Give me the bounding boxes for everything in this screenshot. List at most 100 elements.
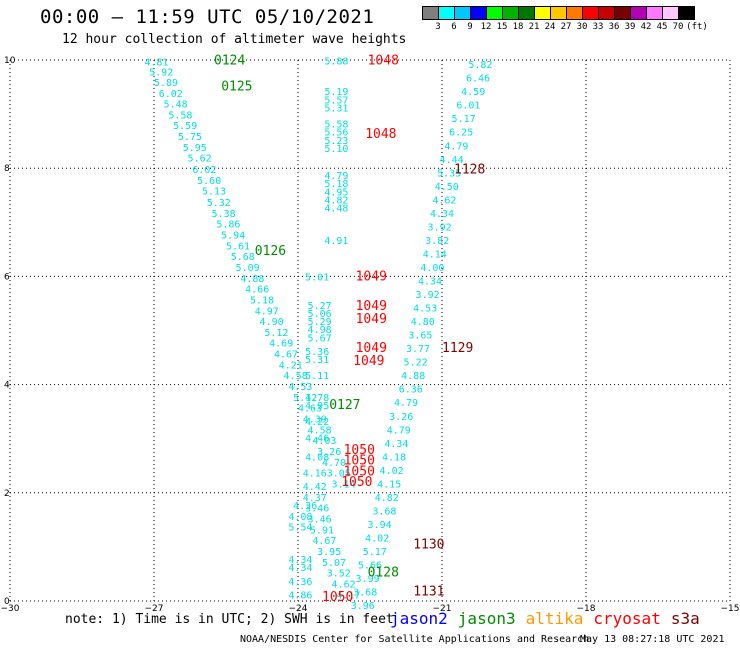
- colorbar-label: 3: [435, 22, 441, 32]
- wave-height-value: 4.80: [411, 317, 435, 328]
- track-label: 0126: [255, 244, 286, 259]
- colorbar-label: 6: [451, 22, 457, 32]
- wave-height-value: 5.61: [226, 241, 250, 252]
- colorbar-label: 27: [560, 22, 572, 32]
- colorbar-label: 12: [480, 22, 492, 32]
- footer-credit: NOAA/NESDIS Center for Satellite Applica…: [240, 634, 590, 645]
- wave-height-value: 3.77: [406, 344, 430, 355]
- wave-height-value: 4.39: [303, 414, 327, 425]
- wave-height-value: 4.67: [274, 350, 298, 361]
- wave-height-value: 4.58: [308, 425, 332, 436]
- wave-height-value: 4.53: [288, 382, 312, 393]
- wave-height-value: 4.08: [288, 512, 312, 523]
- wave-height-value: 5.13: [202, 187, 226, 198]
- track-label: 0124: [214, 53, 245, 68]
- chart-subtitle: 12 hour collection of altimeter wave hei…: [62, 32, 407, 47]
- wave-height-value: 5.17: [452, 114, 476, 125]
- x-tick-label: −30: [1, 604, 20, 612]
- colorbar: [422, 6, 695, 20]
- footer-timestamp: May 13 08:27:18 UTC 2021: [580, 634, 725, 645]
- wave-height-value: 4.81: [144, 57, 168, 68]
- wave-height-value: 4.59: [461, 87, 485, 98]
- wave-height-value: 5.31: [305, 355, 329, 366]
- wave-height-value: 4.36: [288, 577, 312, 588]
- track-label: 1129: [442, 341, 473, 356]
- wave-height-value: 4.98: [308, 325, 332, 336]
- colorbar-label: 15: [496, 22, 508, 32]
- wave-height-value: 4.00: [420, 263, 444, 274]
- wave-height-value: 4.02: [380, 466, 404, 477]
- wave-height-value: 5.35: [437, 168, 461, 179]
- track-label: 0128: [368, 566, 399, 581]
- wave-height-value: 6.36: [399, 385, 423, 396]
- wave-height-value: 5.95: [183, 143, 207, 154]
- wave-height-value: 4.15: [377, 479, 401, 490]
- track-label: 1049: [353, 354, 384, 369]
- wave-height-value: 5.01: [305, 273, 329, 284]
- wave-height-value: 5.75: [178, 132, 202, 143]
- wave-height-value: 4.67: [312, 536, 336, 547]
- wave-height-value: 5.57: [324, 95, 348, 106]
- wave-height-value: 4.79: [444, 141, 468, 152]
- colorbar-label: 39: [624, 22, 636, 32]
- wave-height-value: 4.14: [423, 249, 447, 260]
- track-label: 1048: [365, 127, 396, 142]
- footer-note: note: 1) Time is in UTC; 2) SWH is in fe…: [65, 612, 394, 627]
- y-tick-label: 6: [4, 272, 10, 282]
- wave-height-value: 4.95: [305, 401, 329, 412]
- wave-height-value: 4.78: [305, 393, 329, 404]
- wave-height-value: 3.14: [332, 479, 356, 490]
- track-label: 1050: [341, 475, 372, 490]
- wave-height-value: 5.11: [305, 371, 329, 382]
- wave-height-value: 4.82: [375, 493, 399, 504]
- wave-height-value: 5.07: [322, 558, 346, 569]
- wave-height-value: 5.48: [164, 100, 188, 111]
- wave-height-value: 5.22: [404, 358, 428, 369]
- wave-height-value: 3.46: [308, 515, 332, 526]
- satellite-legend: jason2 jason3 altika cryosat s3a: [390, 609, 710, 628]
- colorbar-label: 70: [672, 22, 684, 32]
- wave-height-value: 4.48: [324, 203, 348, 214]
- wave-height-value: 4.97: [255, 306, 279, 317]
- wave-height-value: 4.79: [324, 171, 348, 182]
- track-label: 1049: [356, 341, 387, 356]
- legend-item-jason3: jason3: [457, 609, 516, 628]
- track-label: 1050: [322, 590, 353, 605]
- track-label: 1050: [344, 464, 375, 479]
- track-label: 1128: [454, 163, 485, 178]
- y-tick-label: 10: [4, 56, 16, 66]
- track-label: 0125: [221, 79, 252, 94]
- wave-height-value: 6.25: [449, 128, 473, 139]
- wave-height-value: 5.12: [264, 328, 288, 339]
- wave-height-value: 5.92: [149, 68, 173, 79]
- wave-height-value: 3.68: [353, 588, 377, 599]
- wave-height-value: 5.38: [212, 209, 236, 220]
- wave-height-value: 4.53: [413, 304, 437, 315]
- wave-height-value: 4.91: [324, 236, 348, 247]
- track-label: 1050: [344, 454, 375, 469]
- colorbar-label: 9: [467, 22, 473, 32]
- wave-height-value: 3.96: [351, 601, 375, 612]
- wave-height-value: 4.36: [293, 501, 317, 512]
- wave-height-value: 5.19: [324, 87, 348, 98]
- wave-height-value: 3.46: [305, 504, 329, 515]
- wave-height-value: 3.68: [372, 506, 396, 517]
- wave-height-value: 6.02: [192, 165, 216, 176]
- track-label: 1049: [356, 299, 387, 314]
- wave-height-value: 4.70: [322, 458, 346, 469]
- wave-height-value: 4.03: [312, 436, 336, 447]
- wave-height-value: 4.22: [305, 417, 329, 428]
- wave-height-value: 5.27: [308, 301, 332, 312]
- track-label: 1048: [368, 53, 399, 68]
- legend-item-s3a: s3a: [670, 609, 700, 628]
- wave-height-value: 4.21: [279, 360, 303, 371]
- wave-height-value: 5.94: [221, 231, 245, 242]
- colorbar-label: 45: [656, 22, 668, 32]
- wave-height-value: 4.42: [303, 482, 327, 493]
- wave-height-value: 4.82: [324, 195, 348, 206]
- colorbar-label: 33: [592, 22, 604, 32]
- wave-height-value: 4.79: [394, 398, 418, 409]
- wave-height-value: 5.12: [293, 393, 317, 404]
- wave-height-value: 3.94: [368, 520, 392, 531]
